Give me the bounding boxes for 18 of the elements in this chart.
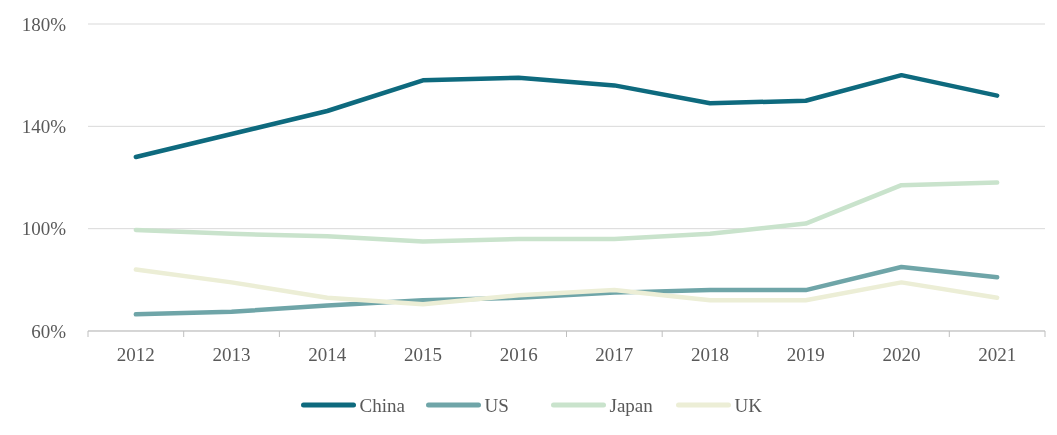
- y-tick-label: 100%: [21, 218, 67, 240]
- x-tick-label: 2016: [499, 344, 538, 365]
- y-tick-label: 180%: [21, 13, 67, 35]
- legend-label: China: [359, 394, 406, 416]
- x-tick-label: 2012: [116, 344, 155, 365]
- x-tick-label: 2017: [595, 344, 634, 365]
- y-tick-label: 140%: [21, 115, 67, 137]
- x-tick-label: 2021: [978, 344, 1017, 365]
- x-tick-label: 2015: [403, 344, 442, 365]
- x-tick-label: 2018: [691, 344, 730, 365]
- legend-label: US: [484, 394, 509, 416]
- x-tick-label: 2014: [308, 344, 347, 365]
- legend-label: Japan: [609, 394, 654, 416]
- y-tick-label: 60%: [31, 320, 67, 342]
- x-tick-label: 2020: [882, 344, 921, 365]
- x-tick-label: 2013: [212, 344, 251, 365]
- x-tick-label: 2019: [786, 344, 825, 365]
- legend-label: UK: [734, 394, 763, 416]
